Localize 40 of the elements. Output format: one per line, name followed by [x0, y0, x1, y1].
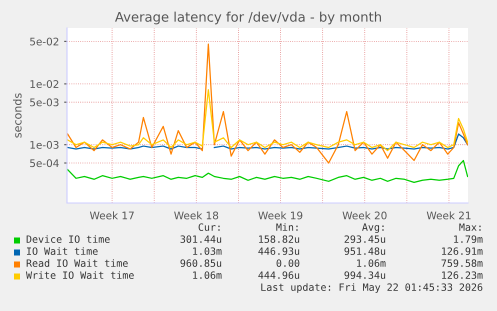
x-tick-label: Week 18 [174, 211, 218, 220]
y-tick-label: 1e-02 [30, 80, 58, 88]
text: Avg: [362, 223, 384, 233]
text: 301.44u [180, 235, 222, 243]
text: 444.96u [258, 271, 300, 279]
text: 1.03m [193, 247, 222, 255]
text: 960.85u [180, 259, 222, 267]
text: 1.06m [357, 259, 386, 267]
text: 126.23m [442, 271, 483, 279]
text: 293.45u [344, 235, 386, 243]
text: Min: [276, 223, 298, 231]
x-tick-label: Week 17 [90, 211, 134, 220]
text: 1.79m [454, 235, 483, 243]
text: Max: [459, 223, 481, 231]
text: 951.48u [344, 247, 386, 255]
y-axis-title: seconds [13, 93, 22, 138]
line-series [67, 89, 468, 152]
text: 1.06m [193, 271, 222, 279]
text: 126.91m [442, 247, 483, 255]
line-series [67, 160, 468, 184]
legend-label: Write IO Wait time [26, 271, 134, 279]
y-tick-label: 1e-03 [30, 140, 59, 149]
y-tick-label: 5e-04 [30, 159, 59, 168]
text: 446.93u [258, 247, 300, 255]
line-series [67, 44, 468, 164]
x-tick-label: Week 19 [258, 211, 302, 220]
y-tick-label: 5e-03 [30, 98, 59, 106]
text: 994.34u [344, 271, 386, 279]
x-tick-label: Week 21 [426, 211, 471, 220]
text: 158.82u [259, 235, 300, 243]
text: 759.58m [442, 259, 483, 267]
chart-title: Average latency for /dev/vda - by month [115, 12, 381, 24]
text: 0.00 [276, 259, 300, 267]
y-tick-label: 5e-02 [30, 38, 58, 46]
x-tick-label: Week 20 [342, 211, 387, 220]
legend-label: IO Wait time [26, 247, 98, 255]
text: Cur: [198, 223, 220, 231]
legend-label: Read IO Wait time [26, 259, 128, 267]
legend-label: Device IO time [26, 235, 110, 243]
text: Last update: Fri May 22 01:45:33 2026 [261, 283, 482, 293]
